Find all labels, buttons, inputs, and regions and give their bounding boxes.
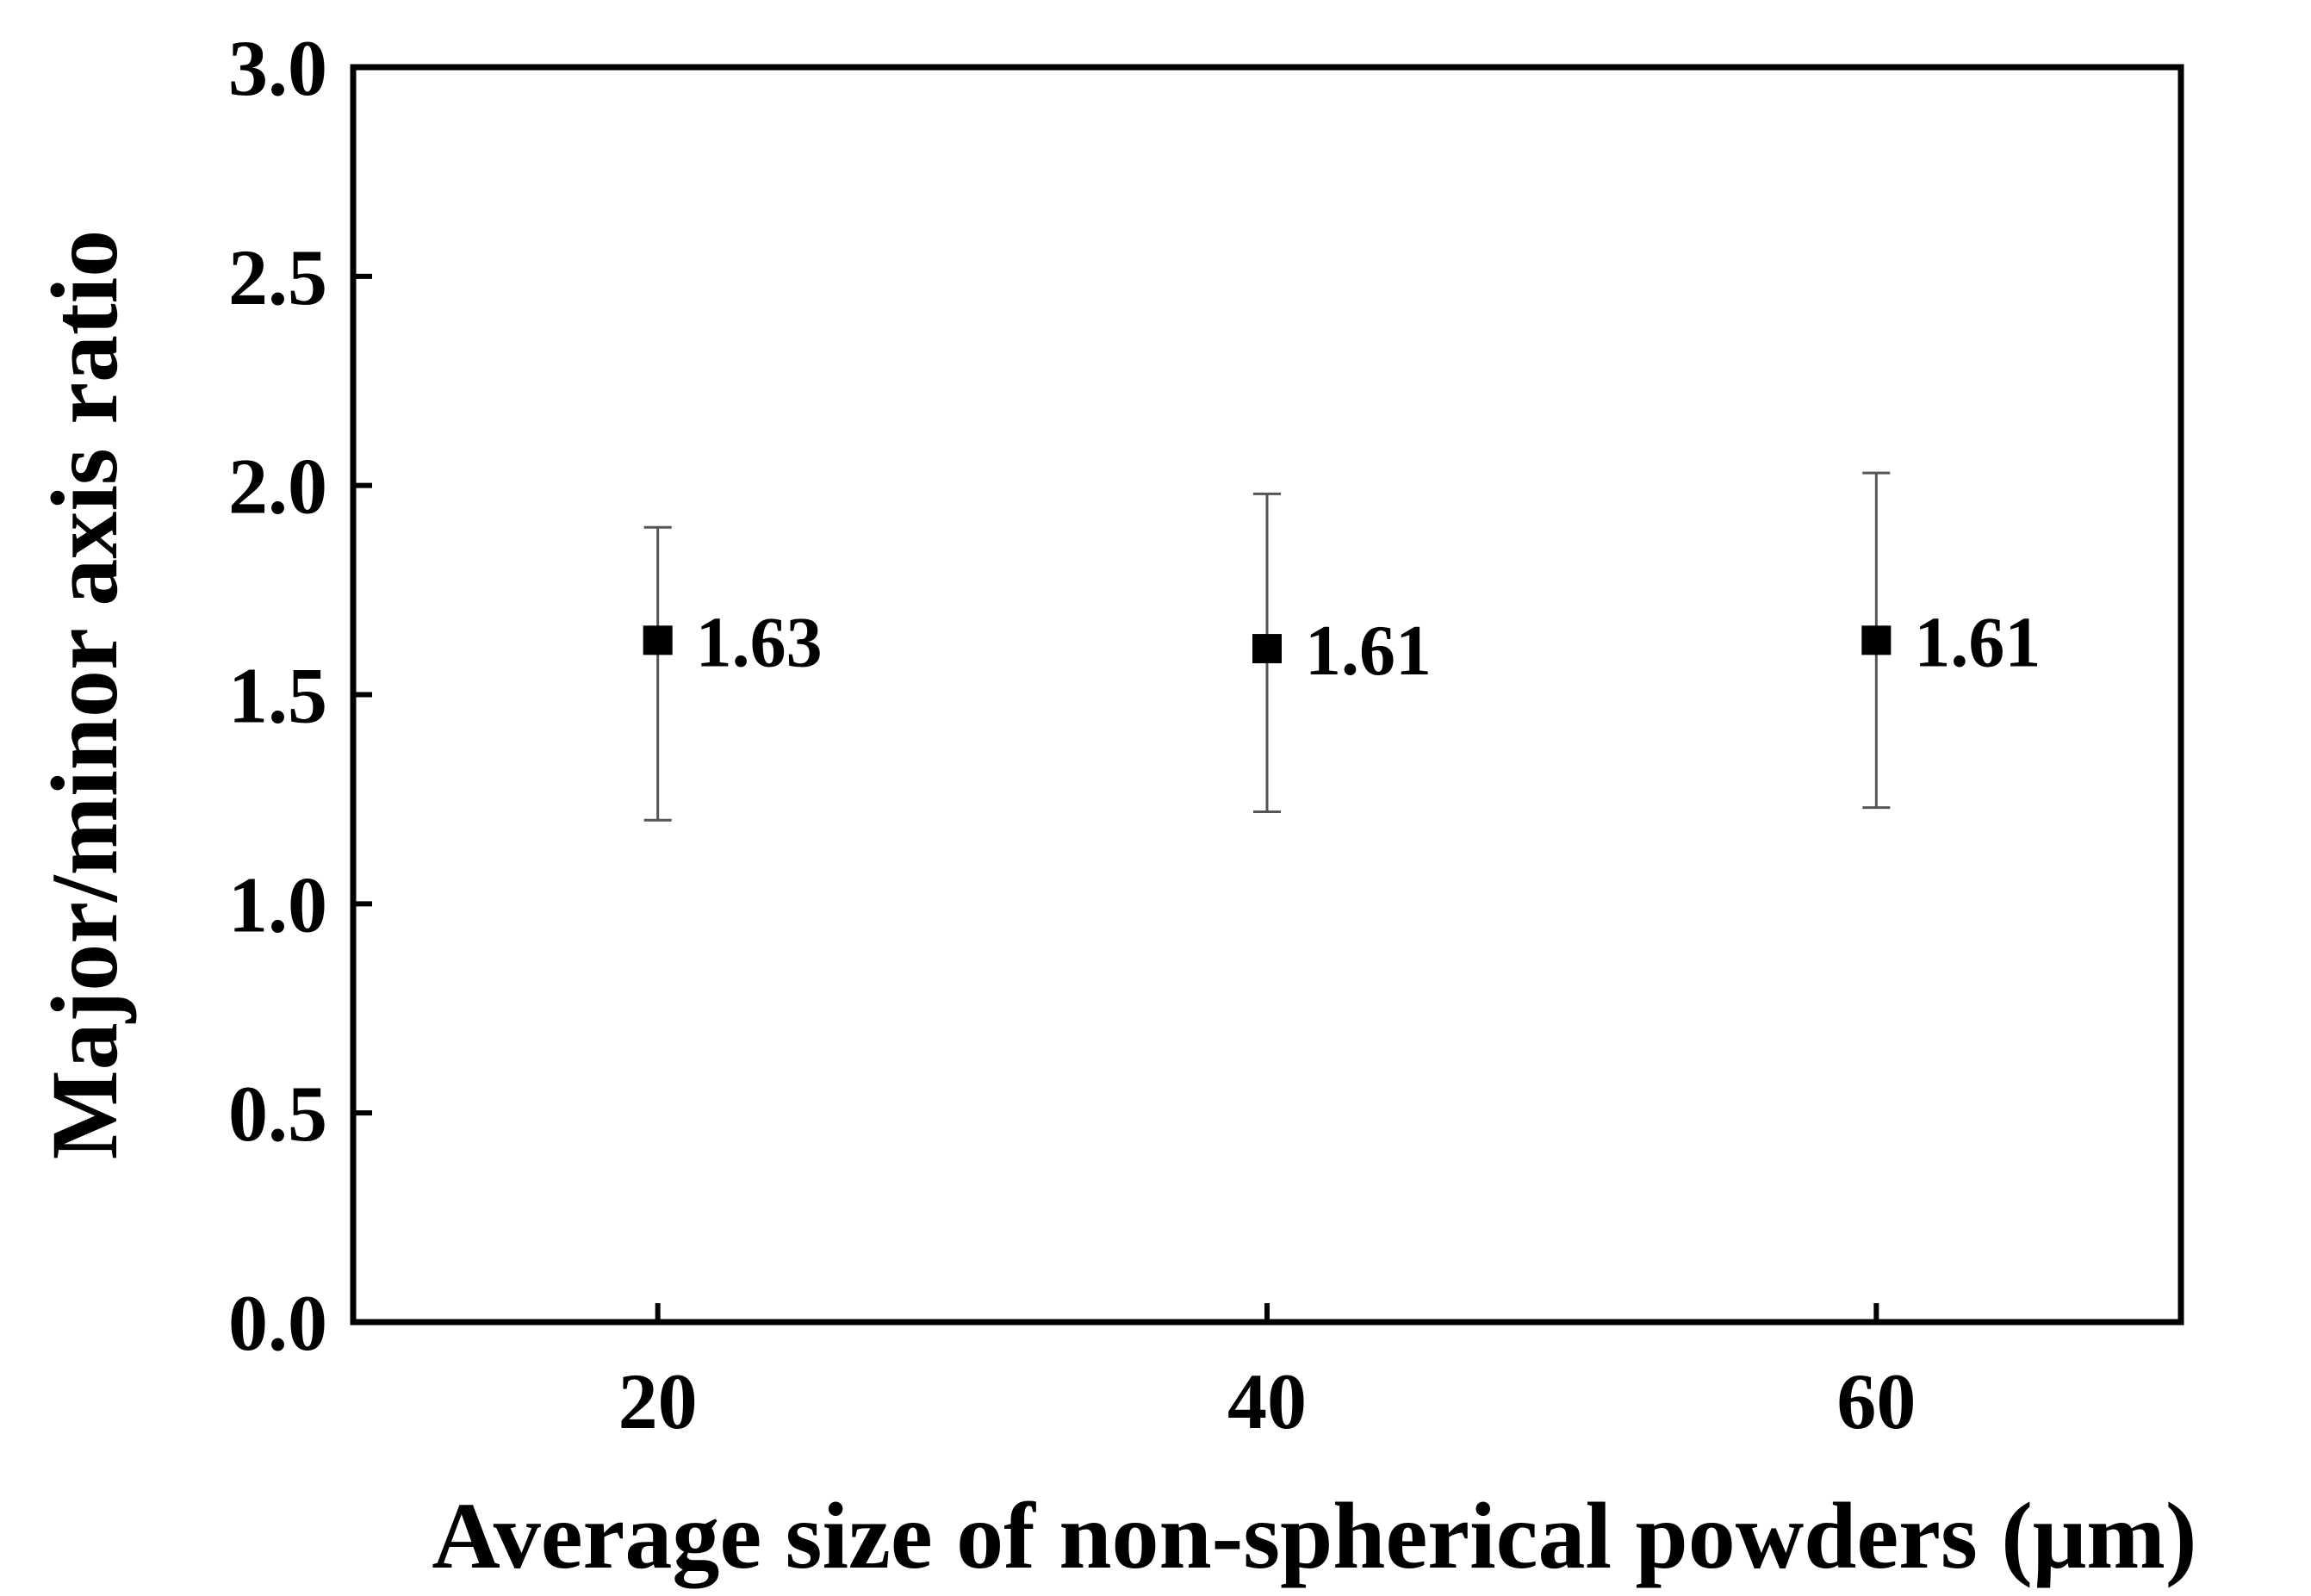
data-markers bbox=[643, 625, 1892, 664]
data-point-marker bbox=[643, 625, 673, 655]
y-tick-label: 3.0 bbox=[228, 24, 327, 112]
y-tick-label: 0.0 bbox=[228, 1279, 327, 1367]
error-bar bbox=[643, 525, 672, 822]
x-tick-label: 40 bbox=[1227, 1357, 1307, 1445]
x-tick-label: 20 bbox=[618, 1357, 698, 1445]
data-point-label: 1.61 bbox=[1305, 611, 1432, 691]
y-axis-title: Major/minor axis ratio bbox=[32, 230, 137, 1159]
data-point-label: 1.61 bbox=[1914, 602, 2041, 682]
y-tick-label: 0.5 bbox=[228, 1070, 327, 1158]
y-tick-label: 1.0 bbox=[228, 860, 327, 948]
y-axis-ticks: 0.0 0.5 1.0 1.5 2.0 2.5 3.0 bbox=[228, 24, 372, 1367]
x-axis-ticks: 20 40 60 bbox=[618, 1303, 1916, 1445]
y-tick-label: 1.5 bbox=[228, 652, 327, 740]
data-point-marker bbox=[1252, 634, 1282, 664]
data-point-label: 1.63 bbox=[696, 602, 823, 682]
data-point-marker bbox=[1861, 625, 1892, 655]
y-tick-label: 2.5 bbox=[228, 233, 327, 321]
x-tick-label: 60 bbox=[1836, 1357, 1916, 1445]
x-axis-title: Average size of non-spherical powders (μ… bbox=[432, 1483, 2196, 1588]
data-labels: 1.63 1.61 1.61 bbox=[696, 602, 2041, 691]
y-tick-label: 2.0 bbox=[228, 443, 327, 531]
